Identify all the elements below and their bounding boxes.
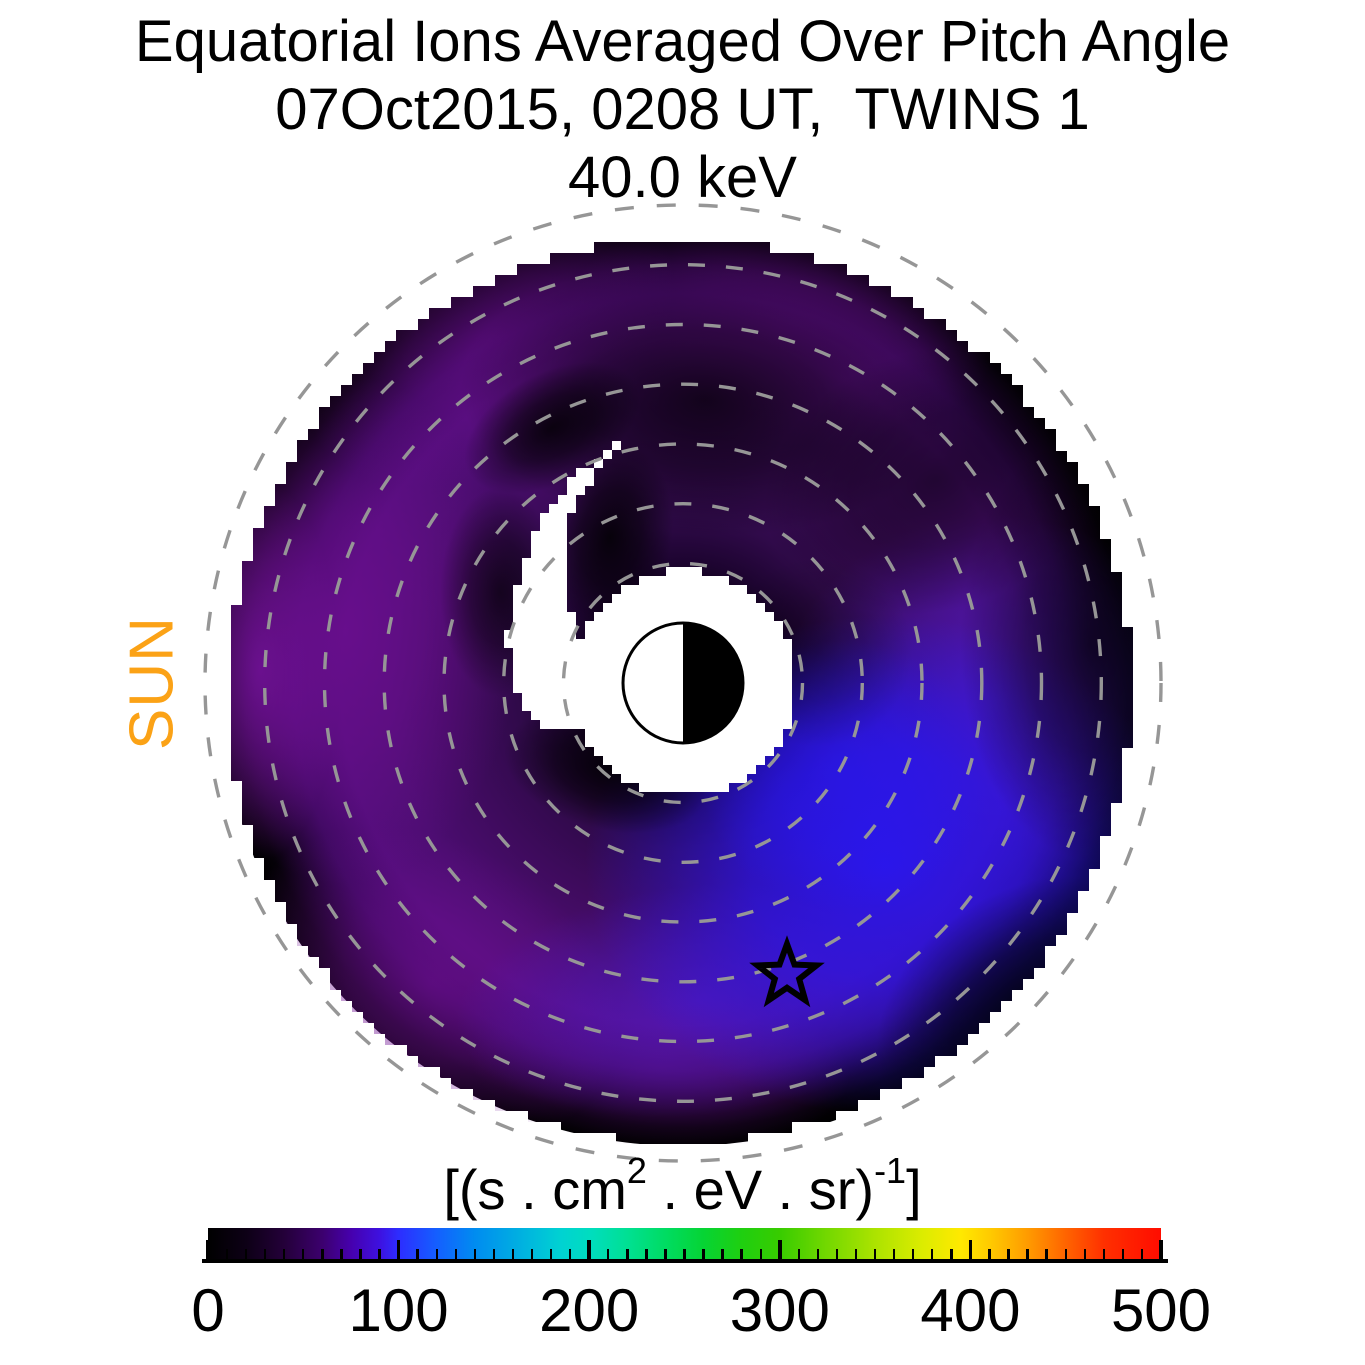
spacecraft-position-star (749, 935, 825, 1008)
colorbar-minor-tick (359, 1249, 362, 1260)
l-shell-circle-3re (502, 502, 865, 865)
colorbar-minor-tick (511, 1249, 515, 1260)
l-shell-circle-6re (322, 322, 1044, 1044)
colorbar-minor-tick (683, 1249, 686, 1260)
colorbar-minor-tick (892, 1249, 896, 1260)
colorbar-minor-tick (492, 1249, 496, 1260)
l-shell-circle-2re (561, 561, 805, 805)
colorbar-major-tick (587, 1240, 591, 1260)
colorbar-minor-tick (1045, 1249, 1048, 1260)
colorbar-minor-tick (835, 1249, 839, 1260)
colorbar-minor-tick (302, 1249, 305, 1260)
colorbar-minor-tick (263, 1249, 267, 1260)
unit-mid: . eV . sr) (646, 1158, 875, 1221)
no-data-spiral-gap (504, 432, 639, 729)
colorbar-minor-tick (549, 1249, 553, 1260)
l-shell-grid (203, 203, 1163, 1163)
flux-blob (960, 430, 1133, 860)
earth-symbol (621, 621, 745, 745)
colorbar-minor-tick (435, 1249, 438, 1260)
colorbar-axis-line (202, 1259, 1168, 1263)
colorbar-minor-tick (626, 1249, 629, 1260)
colorbar-minor-tick (740, 1249, 743, 1260)
colorbar-major-tick (206, 1240, 210, 1260)
colorbar-minor-tick (568, 1249, 572, 1260)
l-shell-circle-8re (203, 203, 1163, 1163)
colorbar-minor-tick (1121, 1249, 1125, 1260)
colorbar-minor-tick (1102, 1249, 1105, 1260)
title-block: Equatorial Ions Averaged Over Pitch Angl… (0, 8, 1365, 212)
colorbar-minor-tick (283, 1249, 286, 1260)
colorbar-minor-tick (950, 1249, 953, 1260)
l-shell-circle-5re (382, 382, 984, 984)
unit-superscript-minus1: -1 (874, 1150, 907, 1191)
colorbar-minor-tick (759, 1249, 762, 1260)
colorbar-minor-tick (1026, 1249, 1029, 1260)
colorbar-minor-tick (225, 1249, 229, 1260)
colorbar-minor-tick (645, 1249, 648, 1260)
colorbar-tick-label: 100 (348, 1277, 449, 1344)
earth-nightside (683, 623, 743, 743)
colorbar-unit-label: [(s . cm2 . eV . sr)-1] (0, 1150, 1365, 1222)
colorbar-minor-tick (454, 1249, 457, 1260)
colorbar-minor-tick (664, 1249, 667, 1260)
title-line-2: 07Oct2015, 0208 UT, TWINS 1 (275, 77, 1090, 142)
unit-superscript-2: 2 (626, 1150, 647, 1191)
colorbar-minor-tick (721, 1249, 724, 1260)
colorbar-minor-tick (1007, 1249, 1010, 1260)
colorbar-minor-tick (816, 1249, 820, 1260)
colorbar-minor-tick (340, 1249, 343, 1260)
colorbar-minor-tick (1083, 1249, 1086, 1260)
colorbar-minor-tick (416, 1249, 419, 1260)
title-line-1: Equatorial Ions Averaged Over Pitch Angl… (134, 9, 1231, 74)
title-line-3: 40.0 keV (568, 145, 797, 210)
colorbar-minor-tick (1064, 1249, 1067, 1260)
colorbar-tick-label: 0 (191, 1277, 225, 1344)
colorbar-minor-tick (854, 1249, 858, 1260)
l-shell-circle-7re (263, 263, 1103, 1103)
colorbar-minor-tick (702, 1249, 705, 1260)
colorbar-minor-tick (530, 1249, 534, 1260)
colorbar-tick-label: 300 (729, 1277, 830, 1344)
unit-suffix: ] (906, 1158, 922, 1221)
colorbar-tick-label: 200 (539, 1277, 640, 1344)
colorbar-minor-tick (912, 1249, 915, 1260)
colorbar-minor-tick (244, 1249, 248, 1260)
colorbar-minor-tick (473, 1249, 477, 1260)
colorbar-major-tick (778, 1240, 782, 1260)
colorbar-minor-tick (797, 1249, 801, 1260)
colorbar-minor-tick (873, 1249, 877, 1260)
colorbar-minor-tick (1140, 1249, 1144, 1260)
colorbar-tick-label: 400 (920, 1277, 1021, 1344)
unit-prefix: [(s . cm (443, 1158, 627, 1221)
colorbar-major-tick (1159, 1240, 1163, 1260)
colorbar-major-tick (968, 1240, 973, 1260)
colorbar-major-tick (396, 1240, 401, 1260)
colorbar-tick-label: 500 (1110, 1277, 1212, 1344)
colorbar-minor-tick (988, 1249, 991, 1260)
colorbar-minor-tick (931, 1249, 934, 1260)
l-shell-circle-4re (442, 442, 924, 924)
colorbar-minor-tick (321, 1249, 324, 1260)
colorbar-minor-tick (378, 1249, 381, 1260)
colorbar-minor-tick (607, 1249, 610, 1260)
